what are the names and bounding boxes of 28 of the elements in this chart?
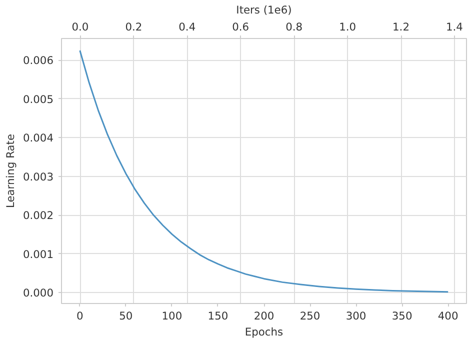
- y-axis-title: Learning Rate: [4, 134, 17, 208]
- y-tick-label: 0.000: [22, 286, 54, 300]
- y-tick-label: 0.003: [22, 170, 54, 184]
- y-tick-label: 0.004: [22, 132, 54, 145]
- x2-tick-label: 0.0: [72, 20, 89, 34]
- x-tick-label: 300: [346, 310, 366, 322]
- x2-tick-label: 0.6: [232, 20, 250, 34]
- y-tick-label: 0.002: [22, 209, 54, 222]
- x2-tick-label: 1.4: [446, 20, 464, 34]
- x2-tick-label: 0.2: [125, 20, 142, 34]
- x-axis-title: Epochs: [244, 326, 284, 338]
- x-tick-label: 100: [162, 310, 182, 322]
- x-tick-label: 0: [76, 310, 84, 322]
- x-tick-label: 50: [119, 310, 133, 322]
- x-tick-label: 250: [300, 310, 320, 322]
- line-series: [79, 50, 449, 293]
- x-tick-label: 150: [208, 310, 228, 322]
- x-tick-label: 200: [254, 310, 274, 322]
- x2-tick-label: 1.2: [392, 20, 410, 34]
- x2-tick-label: 0.4: [178, 20, 196, 34]
- x2-tick-label: 1.0: [339, 20, 356, 34]
- y-tick-label: 0.001: [22, 248, 54, 261]
- y-tick-label: 0.006: [22, 54, 54, 68]
- x2-axis-title: Iters (1e6): [236, 4, 292, 16]
- x2-tick-label: 0.8: [286, 20, 303, 34]
- x-tick-label: 350: [392, 310, 412, 322]
- x-tick-label: 400: [438, 310, 458, 322]
- y-tick-label: 0.005: [22, 92, 54, 106]
